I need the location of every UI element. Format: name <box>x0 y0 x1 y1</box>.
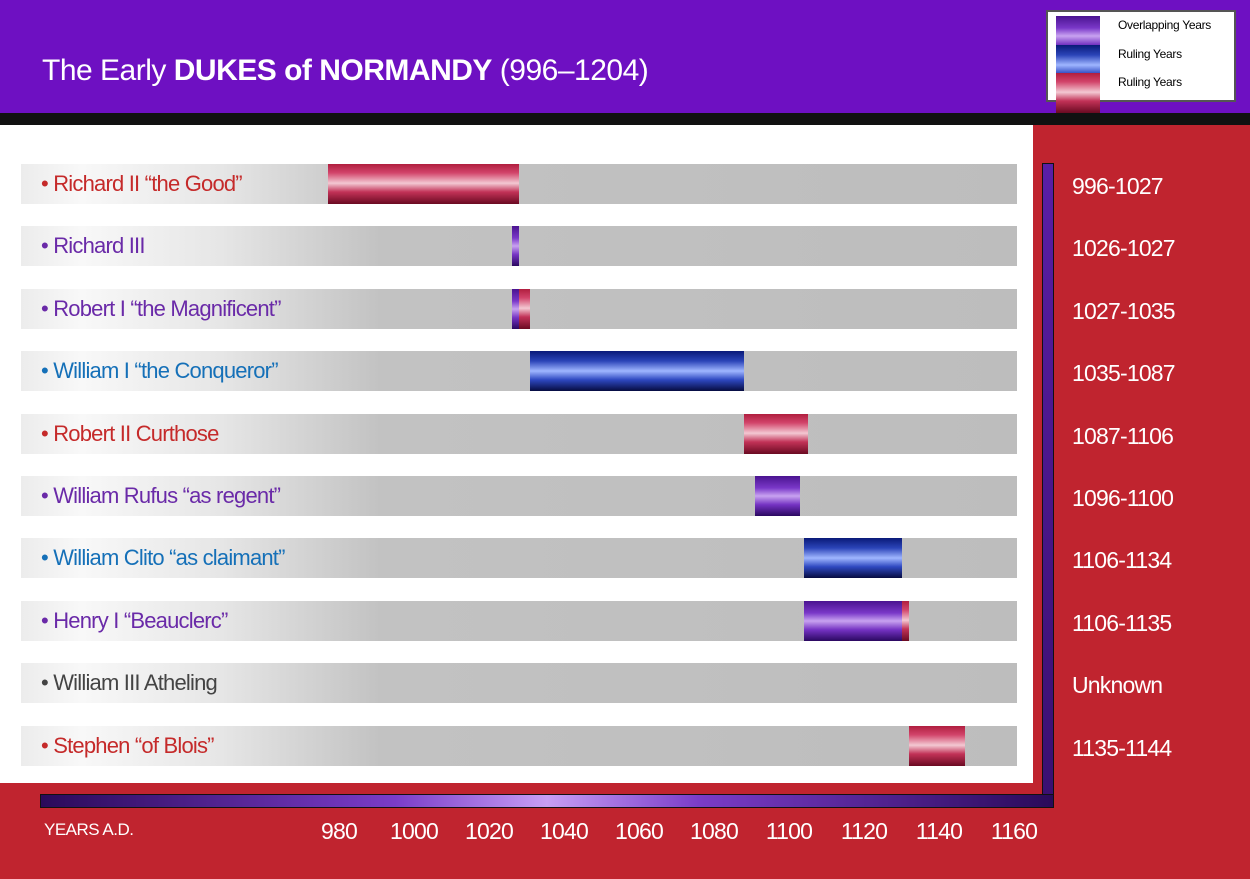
reign-years-label: 1135-1144 <box>1072 735 1172 761</box>
legend-label-ruling-red: Ruling Years <box>1118 75 1182 89</box>
reign-bar-ruling-red <box>744 414 808 454</box>
duke-name-label: • William I “the Conqueror” <box>41 358 279 383</box>
header-divider <box>0 113 1250 125</box>
duke-name-label: • Robert II Curthose <box>41 421 219 446</box>
reign-years-label: 1106-1135 <box>1072 610 1172 636</box>
reign-bar-overlap <box>511 289 519 329</box>
header-banner: The Early DUKES of NORMANDY (996–1204) O… <box>0 0 1250 113</box>
x-tick-label: 980 <box>321 818 358 844</box>
duke-name-label: • William Clito “as claimant” <box>41 545 285 570</box>
timeline-row: • William Clito “as claimant” <box>21 538 1017 578</box>
timeline-row: • Henry I “Beauclerc” <box>21 601 1017 641</box>
reign-years-label: 1027-1035 <box>1072 298 1176 324</box>
timeline-row: • Robert I “the Magnificent” <box>21 289 1017 329</box>
axis-vertical-bar <box>1042 163 1054 808</box>
reign-bar-ruling-red <box>909 726 966 766</box>
reign-years-label: 1026-1027 <box>1072 235 1176 261</box>
reign-years-label: 1035-1087 <box>1072 360 1176 386</box>
title-normandy: NORMANDY <box>319 54 492 87</box>
title-prefix: The Early <box>42 54 166 87</box>
duke-name-label: • Henry I “Beauclerc” <box>41 608 228 633</box>
reign-bar-ruling-red <box>327 164 519 204</box>
reign-years-label: 1106-1134 <box>1072 547 1172 573</box>
duke-name-label: • William III Atheling <box>41 670 218 695</box>
legend-label-ruling-blue: Ruling Years <box>1118 47 1182 61</box>
duke-name-label: • Richard II “the Good” <box>41 171 243 196</box>
reign-bar-ruling-red <box>901 601 909 641</box>
timeline-row: • Robert II Curthose <box>21 414 1017 454</box>
duke-name-label: • William Rufus “as regent” <box>41 483 281 508</box>
legend-swatch-ruling-red <box>1056 73 1100 113</box>
timeline-row: • William III Atheling <box>21 663 1017 703</box>
reign-bar-overlap <box>804 601 902 641</box>
title-of: of <box>284 54 312 87</box>
x-tick-label: 1100 <box>765 818 813 844</box>
title-dukes: DUKES <box>173 54 277 87</box>
x-tick-label: 1040 <box>540 818 589 844</box>
duke-name-label: • Stephen “of Blois” <box>41 733 214 758</box>
reign-bar-overlap <box>511 226 519 266</box>
reign-years-label: 996-1027 <box>1072 173 1164 199</box>
reign-years-label: Unknown <box>1072 672 1163 698</box>
reign-years-label: 1087-1106 <box>1072 423 1174 449</box>
timeline-row: • William I “the Conqueror” <box>21 351 1017 391</box>
x-tick-label: 1140 <box>915 818 963 844</box>
reign-years-label: 1096-1100 <box>1072 485 1174 511</box>
timeline-row: • William Rufus “as regent” <box>21 476 1017 516</box>
axis-horizontal-bar <box>40 794 1054 808</box>
reign-bar-ruling-red <box>519 289 531 329</box>
x-tick-label: 1000 <box>390 818 439 844</box>
title-range: (996–1204) <box>499 54 649 87</box>
timeline-row: • Stephen “of Blois” <box>21 726 1017 766</box>
legend-label-overlap: Overlapping Years <box>1118 18 1211 32</box>
reign-bar-overlap <box>755 476 801 516</box>
x-tick-label: 1020 <box>465 818 514 844</box>
reign-bar-ruling-blue <box>804 538 902 578</box>
x-axis-title: YEARS A.D. <box>44 820 134 839</box>
duke-name-label: • Robert I “the Magnificent” <box>41 296 281 321</box>
reign-bar-ruling-blue <box>530 351 744 391</box>
timeline-row: • Richard III <box>21 226 1017 266</box>
duke-name-label: • Richard III <box>41 233 145 258</box>
legend: Overlapping Years Ruling Years Ruling Ye… <box>1046 10 1236 113</box>
x-tick-label: 1060 <box>615 818 664 844</box>
timeline-row: • Richard II “the Good” <box>21 164 1017 204</box>
x-tick-label: 1080 <box>690 818 739 844</box>
x-tick-label: 1160 <box>990 818 1038 844</box>
x-tick-label: 1120 <box>840 818 888 844</box>
chart-title: The Early DUKES of NORMANDY (996–1204) <box>42 54 649 88</box>
